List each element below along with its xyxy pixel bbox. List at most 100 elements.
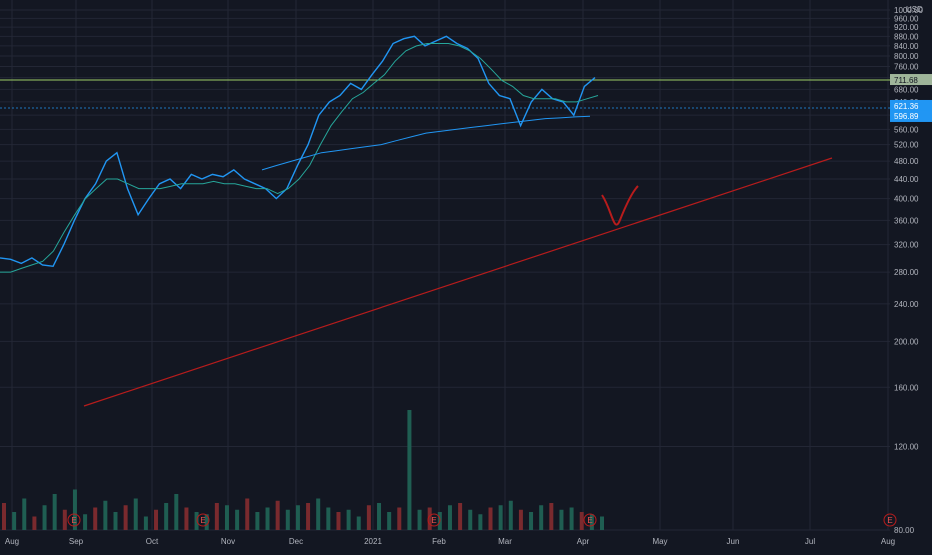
volume-bar: [549, 503, 554, 530]
volume-bar: [275, 500, 280, 530]
price-line: [0, 35, 596, 268]
volume-bar: [569, 507, 574, 530]
volume-bar: [589, 514, 594, 530]
volume-bar: [295, 505, 300, 530]
volume-bar: [133, 498, 138, 530]
volume-bar: [285, 509, 290, 530]
volume-bar: [214, 503, 219, 530]
y-tick-label: 960.00: [894, 14, 919, 23]
volume-bar: [2, 503, 6, 530]
volume-bar: [508, 500, 513, 530]
y-tick-label: 200.00: [894, 337, 919, 346]
event-marker-label: E: [431, 516, 436, 525]
volume-bar: [326, 507, 331, 530]
price-scale-label: 711.68: [894, 76, 918, 85]
x-tick-label: Mar: [498, 537, 512, 546]
y-tick-label: 800.00: [894, 52, 919, 61]
event-marker-label: E: [587, 516, 592, 525]
volume-bar: [306, 503, 311, 530]
x-tick-label: Feb: [432, 537, 446, 546]
volume-bar: [539, 505, 544, 530]
bollinger-band-line: [0, 43, 599, 273]
volume-bar: [204, 514, 209, 530]
volume-bar: [458, 503, 463, 530]
volume-bar: [22, 498, 27, 530]
y-tick-label: 1000.00: [894, 6, 923, 15]
volume-bar: [164, 503, 169, 530]
volume-bar: [346, 509, 351, 530]
volume-bar: [245, 498, 250, 530]
volume-bar: [174, 494, 179, 530]
volume-bar: [397, 507, 402, 530]
y-tick-label: 240.00: [894, 300, 919, 309]
volume-bar: [316, 498, 321, 530]
x-tick-label: Aug: [881, 537, 895, 546]
x-tick-label: Nov: [221, 537, 235, 546]
volume-bar: [447, 505, 452, 530]
volume-bar: [356, 516, 361, 530]
event-marker[interactable]: [196, 513, 210, 527]
x-tick-label: Dec: [289, 537, 303, 546]
x-tick-label: Apr: [577, 537, 590, 546]
event-marker[interactable]: [583, 513, 597, 527]
volume-bar: [103, 500, 108, 530]
y-tick-label: 480.00: [894, 157, 919, 166]
volume-bar: [387, 512, 392, 530]
price-scale-label: 621.36: [894, 102, 919, 111]
x-tick-label: Oct: [146, 537, 159, 546]
y-tick-label: 880.00: [894, 32, 919, 41]
volume-bar: [529, 512, 534, 530]
volume-bar: [123, 505, 128, 530]
y-tick-label: 560.00: [894, 125, 919, 134]
volume-bar: [62, 509, 67, 530]
volume-bar: [224, 505, 229, 530]
volume-bar: [113, 512, 118, 530]
y-tick-label: 520.00: [894, 141, 919, 150]
volume-bar: [32, 516, 37, 530]
volume-bar: [12, 512, 17, 530]
y-tick-label: 400.00: [894, 195, 919, 204]
event-marker[interactable]: [67, 513, 81, 527]
volume-bar: [93, 507, 98, 530]
volume-bar: [366, 505, 371, 530]
volume-bar: [488, 507, 493, 530]
volume-bar: [478, 514, 483, 530]
volume-bar: [184, 507, 189, 530]
trend-line[interactable]: [83, 157, 833, 407]
x-tick-label: Jun: [727, 537, 740, 546]
volume-bar: [154, 509, 159, 530]
price-scale-label-box: [890, 110, 932, 122]
volume-bar: [559, 509, 564, 530]
moving-average-line: [261, 115, 591, 171]
y-tick-label: 120.00: [894, 443, 919, 452]
y-tick-label: 80.00: [894, 526, 915, 535]
event-marker[interactable]: [427, 513, 441, 527]
volume-bar: [427, 507, 432, 530]
event-marker-label: E: [200, 516, 205, 525]
event-marker-label: E: [887, 516, 892, 525]
volume-bar: [265, 507, 270, 530]
x-tick-label: May: [652, 537, 667, 546]
projection-drawing[interactable]: [601, 185, 639, 226]
volume-bar: [579, 512, 584, 530]
volume-bar: [235, 509, 240, 530]
y-tick-label: 320.00: [894, 241, 919, 250]
volume-bar: [42, 505, 47, 530]
x-tick-label: Aug: [5, 537, 19, 546]
y-tick-label: 440.00: [894, 175, 919, 184]
volume-bar: [377, 503, 382, 530]
y-tick-label: 920.00: [894, 23, 919, 32]
volume-bar: [518, 509, 523, 530]
y-tick-label: 680.00: [894, 85, 919, 94]
volume-bar: [468, 509, 473, 530]
volume-bar: [336, 512, 341, 530]
currency-label: USD: [906, 5, 923, 14]
volume-bar: [194, 512, 199, 530]
price-scale-label-box: [890, 99, 932, 111]
volume-bar: [255, 512, 260, 530]
event-marker[interactable]: [883, 513, 897, 527]
y-tick-label: 840.00: [894, 42, 919, 51]
